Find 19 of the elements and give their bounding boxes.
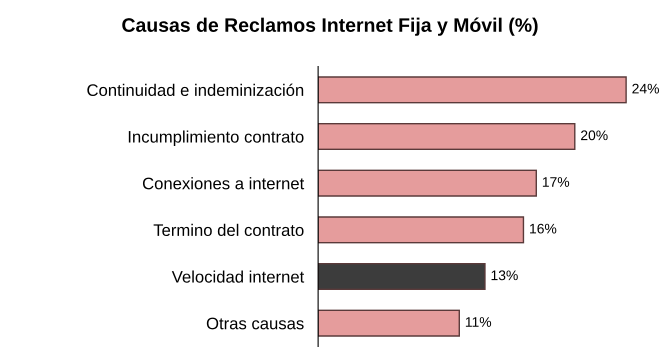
y-tick-label: Termino del contrato xyxy=(154,224,304,236)
bar xyxy=(318,310,460,337)
data-label: 24% xyxy=(632,84,659,94)
bar xyxy=(318,122,576,150)
data-label: 17% xyxy=(542,177,570,187)
data-label: 11% xyxy=(466,317,492,327)
bar xyxy=(318,76,627,104)
y-tick-label: Incumplimiento contrato xyxy=(128,130,304,146)
bar xyxy=(318,262,486,290)
y-tick-label: Velocidad internet xyxy=(172,270,304,283)
data-label: 20% xyxy=(581,130,608,140)
data-label: 13% xyxy=(492,270,518,280)
y-tick-label: Conexiones a internet xyxy=(142,177,304,190)
y-tick-label: Otras causas xyxy=(206,318,304,330)
bar xyxy=(318,216,524,244)
bar xyxy=(318,170,537,197)
data-label: 16% xyxy=(530,224,556,234)
y-tick-label: Continuidad e indeminización xyxy=(87,84,304,96)
chart-title: Causas de Reclamos Internet Fija y Móvil (%) xyxy=(122,18,538,36)
